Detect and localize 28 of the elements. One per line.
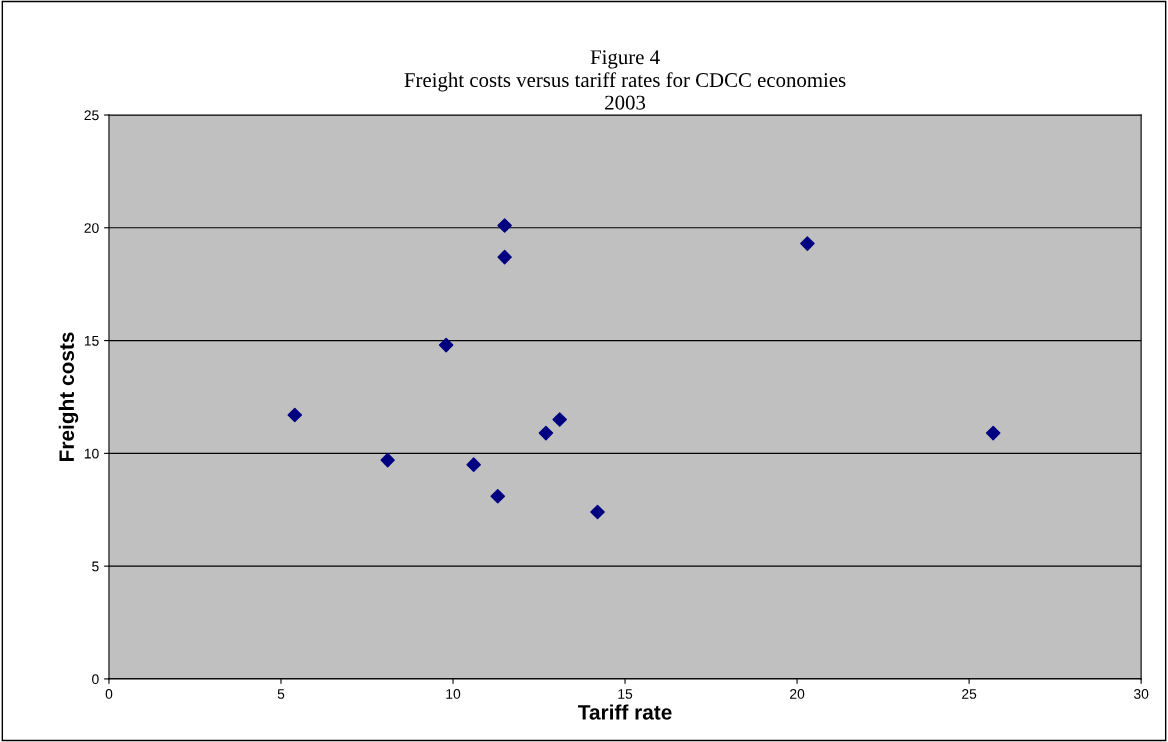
point [380,452,395,468]
x-tick-label: 10 [446,689,461,699]
y-tick-label: 10 [84,448,99,459]
y-tick-label: 5 [92,561,99,572]
point [438,337,454,353]
point [552,412,567,427]
x-tick-label: 30 [1133,689,1149,699]
x-tick-label: 25 [962,689,977,699]
x-tick-label: 15 [618,689,633,699]
point [497,218,512,233]
chart-title: Figure 4 Freight costs versus tariff rates for CDCC economies 2003 [404,50,846,110]
point [466,457,481,472]
point [287,407,303,423]
point [490,488,506,504]
point [590,504,605,520]
point [800,236,815,251]
y-tick-label: 20 [84,223,99,233]
point [497,249,512,265]
x-tick-label: 5 [277,689,285,699]
y-tick-label: 0 [92,674,99,685]
x-axis-title: Tariff rate [578,704,672,720]
x-tick-label: 0 [105,689,113,699]
point [985,425,1001,441]
x-tick-label: 20 [790,689,805,699]
y-tick-label: 25 [84,110,99,121]
y-tick-label: 15 [84,336,99,346]
point [538,425,554,441]
y-axis-title: Freight costs [58,332,79,461]
